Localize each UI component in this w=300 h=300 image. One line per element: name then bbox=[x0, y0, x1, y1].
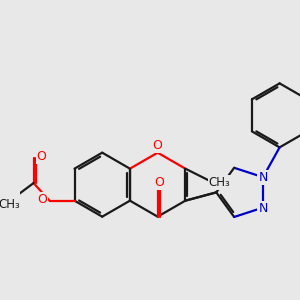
Text: O: O bbox=[37, 150, 46, 163]
Text: O: O bbox=[38, 193, 47, 206]
Text: CH₃: CH₃ bbox=[209, 176, 230, 189]
Text: O: O bbox=[153, 139, 163, 152]
Text: N: N bbox=[258, 171, 268, 184]
Text: O: O bbox=[154, 176, 164, 189]
Text: N: N bbox=[258, 202, 268, 214]
Text: CH₃: CH₃ bbox=[0, 198, 20, 211]
